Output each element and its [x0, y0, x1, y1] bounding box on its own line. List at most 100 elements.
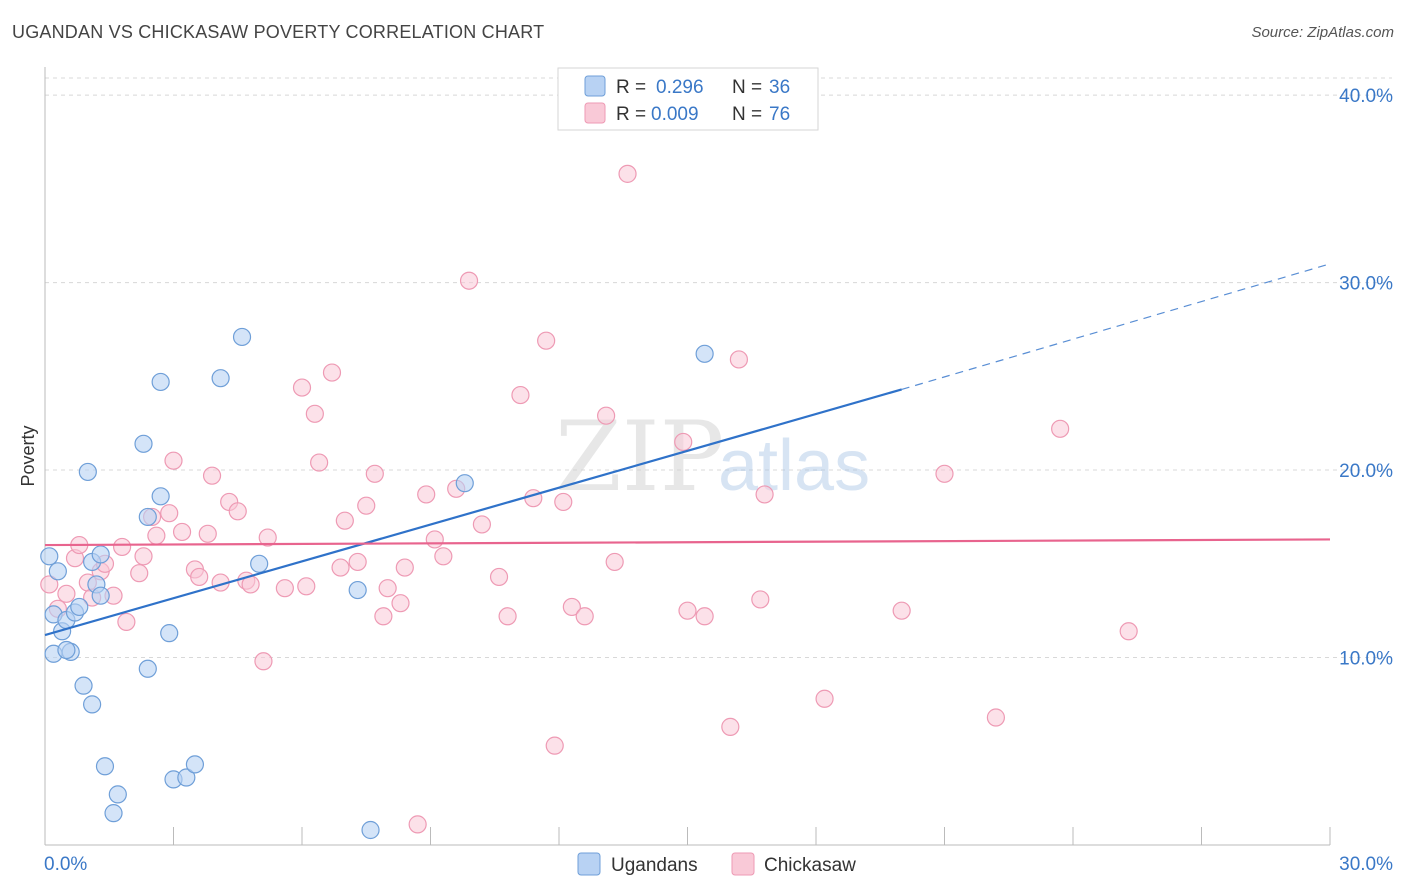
- chickasaw-point: [425, 530, 444, 549]
- chickasaw-point: [322, 363, 342, 382]
- chickasaw-point: [198, 524, 217, 543]
- legend-ugandans-swatch: [584, 75, 606, 97]
- ugandans-point: [78, 462, 97, 482]
- legend-ugandans-r-label: R =: [616, 77, 646, 98]
- ugandans-point: [104, 804, 123, 823]
- ugandans-point: [83, 695, 102, 714]
- chart-source: Source: ZipAtlas.com: [1251, 24, 1394, 41]
- legend-bottom-ugandans-swatch: [577, 852, 601, 876]
- ugandans-point: [48, 562, 67, 581]
- ugandans-trend-line: [44, 388, 902, 637]
- ugandans-point: [91, 545, 110, 564]
- chart-title: UGANDAN VS CHICKASAW POVERTY CORRELATION…: [12, 22, 545, 42]
- ugandans-point: [232, 327, 252, 347]
- chickasaw-point: [378, 579, 397, 598]
- chickasaw-point: [511, 385, 530, 405]
- chickasaw-point: [751, 590, 770, 609]
- chickasaw-point: [678, 601, 697, 620]
- chickasaw-point: [348, 552, 367, 572]
- chickasaw-point: [190, 567, 209, 587]
- y-tick-label: 20.0%: [1339, 461, 1393, 482]
- grid-lines: [45, 77, 1392, 659]
- chickasaw-point: [57, 584, 76, 603]
- ugandans-points: [40, 327, 714, 840]
- legend-ugandans-r-value: 0.296: [656, 77, 704, 98]
- chickasaw-point: [310, 453, 329, 472]
- watermark: ZIP atlas: [555, 401, 870, 513]
- chickasaw-point: [986, 708, 1006, 727]
- ugandans-point: [348, 580, 367, 600]
- chickasaw-point: [335, 511, 354, 530]
- ugandans-point: [151, 487, 170, 506]
- chickasaw-point: [130, 564, 149, 583]
- chickasaw-point: [117, 612, 136, 632]
- ugandans-point: [95, 757, 115, 776]
- chickasaw-points: [40, 164, 1138, 834]
- ugandans-point: [138, 659, 157, 678]
- chickasaw-point: [537, 331, 556, 350]
- y-tick-label: 10.0%: [1339, 649, 1393, 670]
- chickasaw-point: [695, 607, 714, 626]
- chickasaw-point: [40, 575, 59, 594]
- y-tick-labels: 10.0% 20.0% 30.0% 40.0%: [1339, 86, 1393, 669]
- legend-bottom: Ugandans Chickasaw: [577, 852, 856, 876]
- legend-chickasaw-swatch: [584, 102, 606, 124]
- chickasaw-point: [755, 485, 774, 504]
- legend-ugandans-n-value: 36: [769, 77, 790, 98]
- axes: [44, 67, 1331, 846]
- chickasaw-point: [935, 464, 954, 483]
- chickasaw-point: [254, 652, 273, 671]
- chickasaw-point: [134, 547, 153, 566]
- chickasaw-point: [554, 492, 573, 512]
- chickasaw-point: [459, 271, 479, 290]
- y-axis-title: Poverty: [18, 425, 38, 486]
- ugandans-point: [250, 554, 269, 573]
- chickasaw-point: [374, 607, 393, 626]
- y-tick-label: 40.0%: [1339, 86, 1393, 107]
- trend-lines: [44, 263, 1331, 637]
- chickasaw-point: [275, 579, 294, 598]
- chickasaw-point: [674, 432, 693, 452]
- legend-bottom-ugandans-label: Ugandans: [611, 855, 698, 876]
- legend-ugandans-n-label: N =: [732, 77, 762, 98]
- ugandans-point: [185, 755, 205, 774]
- legend-bottom-chickasaw-swatch: [731, 852, 755, 876]
- chickasaw-point: [258, 528, 277, 547]
- chickasaw-point: [575, 607, 594, 626]
- chickasaw-point: [391, 594, 410, 613]
- chickasaw-point: [147, 526, 166, 545]
- chickasaw-point: [357, 496, 376, 515]
- ugandans-point: [455, 474, 474, 493]
- ugandans-point: [134, 434, 153, 453]
- chickasaw-point: [545, 736, 564, 755]
- ugandans-point: [57, 640, 76, 660]
- ugandans-point: [108, 785, 127, 804]
- chickasaw-trend-line: [44, 538, 1331, 547]
- legend-chickasaw-n-label: N =: [732, 104, 762, 125]
- chickasaw-point: [472, 515, 491, 534]
- watermark-atlas: atlas: [718, 426, 870, 506]
- chickasaw-point: [395, 558, 414, 577]
- chickasaw-point: [498, 607, 517, 626]
- chickasaw-point: [164, 451, 183, 470]
- chickasaw-point: [292, 378, 312, 397]
- ugandans-point: [151, 372, 170, 392]
- chickasaw-point: [305, 404, 324, 423]
- ugandans-point: [138, 507, 157, 527]
- chickasaw-point: [172, 522, 192, 542]
- chickasaw-point: [1119, 622, 1138, 641]
- chickasaw-point: [228, 502, 247, 521]
- x-tick-label: 30.0%: [1339, 854, 1393, 875]
- chickasaw-point: [297, 577, 316, 596]
- chickasaw-point: [202, 466, 222, 485]
- chickasaw-point: [605, 552, 624, 572]
- chickasaw-point: [597, 406, 616, 425]
- ugandans-point: [177, 768, 196, 787]
- chickasaw-point: [112, 537, 132, 557]
- chickasaw-point: [408, 815, 427, 834]
- ugandans-point: [70, 597, 89, 617]
- chickasaw-point: [160, 504, 179, 523]
- ugandans-point: [74, 676, 93, 695]
- legend-chickasaw-r-label: R =: [616, 104, 646, 125]
